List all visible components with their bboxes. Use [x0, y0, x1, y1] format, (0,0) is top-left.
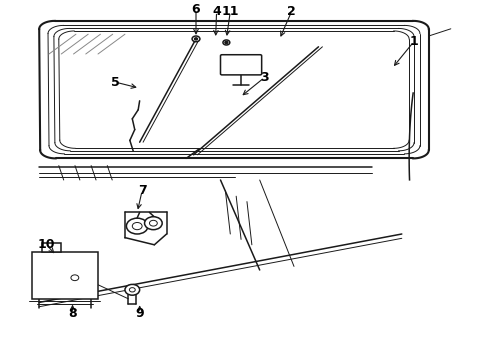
- Bar: [42, 243, 61, 252]
- Circle shape: [71, 275, 79, 281]
- Text: 1: 1: [410, 35, 418, 48]
- Circle shape: [192, 36, 200, 42]
- Bar: [32, 252, 98, 299]
- Circle shape: [125, 284, 140, 295]
- Text: 6: 6: [192, 3, 200, 16]
- Text: 3: 3: [260, 71, 269, 84]
- Circle shape: [223, 40, 230, 45]
- Text: 4: 4: [212, 5, 221, 18]
- Text: 10: 10: [38, 238, 55, 251]
- Text: 8: 8: [68, 307, 77, 320]
- Text: 7: 7: [138, 184, 147, 197]
- Text: 11: 11: [221, 5, 239, 18]
- Text: 5: 5: [111, 76, 120, 89]
- Circle shape: [145, 217, 162, 230]
- Circle shape: [225, 41, 228, 44]
- Circle shape: [126, 218, 148, 234]
- Circle shape: [195, 38, 197, 40]
- Circle shape: [149, 220, 157, 226]
- FancyBboxPatch shape: [220, 55, 262, 75]
- Text: 9: 9: [135, 307, 144, 320]
- Circle shape: [132, 222, 142, 230]
- Circle shape: [129, 288, 135, 292]
- Text: 2: 2: [287, 5, 296, 18]
